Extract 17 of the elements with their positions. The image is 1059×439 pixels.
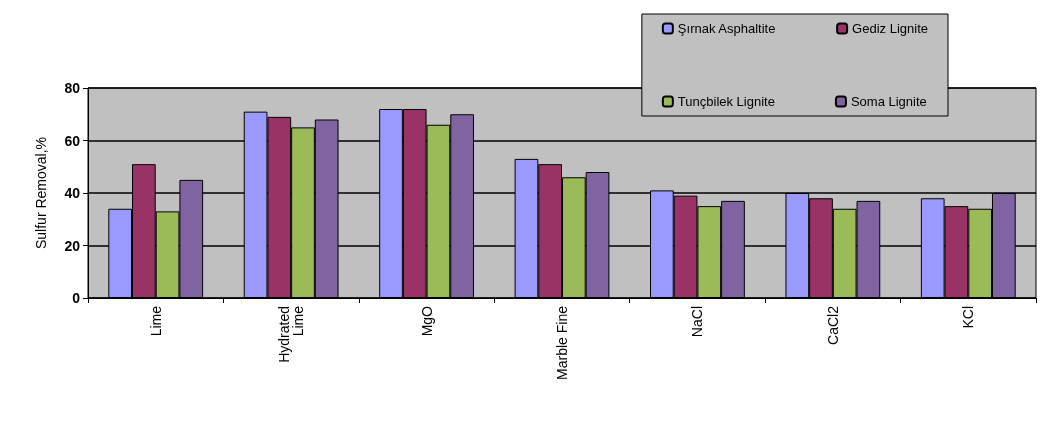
legend-label: Gediz Lignite [852,21,929,36]
x-tick-label: Hydrated Lime [276,305,307,363]
y-tick-label: 60 [64,132,81,149]
legend-label: Tunçbilek Lignite [677,94,775,109]
y-tick-label: 80 [64,80,81,96]
x-tick-label: Lime [147,305,164,337]
x-tick-label: Marble Fine [554,305,570,380]
y-tick-label: 0 [72,290,81,306]
legend-label: Soma Lignite [850,94,927,109]
x-tick-label: MgO [418,305,435,337]
x-tick-label: KCl [960,306,977,329]
x-tick-label: NaCl [689,306,706,338]
y-axis-title: Sulfur Removal,% [33,136,49,250]
x-tick-label: CaCl2 [824,305,841,345]
legend-label: Şırnak Asphaltite [677,21,776,36]
y-tick-label: 40 [64,185,81,201]
y-tick-label: 20 [64,237,81,254]
